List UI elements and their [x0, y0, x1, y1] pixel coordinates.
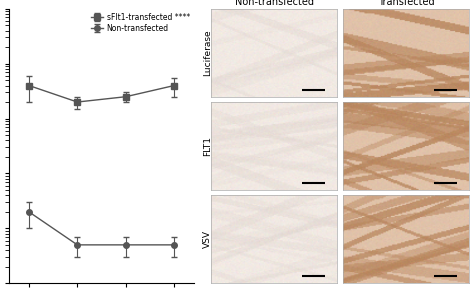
Y-axis label: Luciferase: Luciferase: [203, 29, 212, 76]
Y-axis label: VSV: VSV: [203, 230, 212, 248]
Legend: sFlt1-transfected ****, Non-transfected: sFlt1-transfected ****, Non-transfected: [91, 13, 190, 33]
Title: Transfected: Transfected: [378, 0, 435, 7]
Title: Non-transfected: Non-transfected: [235, 0, 314, 7]
Y-axis label: FLT1: FLT1: [203, 136, 212, 156]
